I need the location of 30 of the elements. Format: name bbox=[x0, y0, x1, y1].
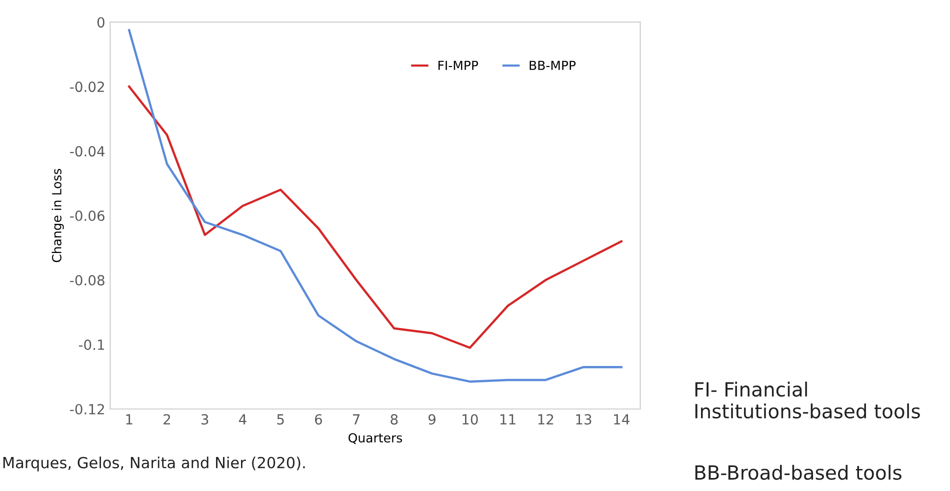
x-tick-label: 10 bbox=[462, 414, 478, 425]
x-tick-label: 8 bbox=[390, 414, 398, 425]
x-tick-label: 2 bbox=[164, 414, 170, 424]
y-tick-label: -0.1 bbox=[78, 339, 104, 350]
y-axis-title: Change in Loss bbox=[52, 168, 64, 262]
legend-label: FI-MPP bbox=[438, 60, 478, 70]
y-tick-label: -0.08 bbox=[70, 275, 104, 286]
y-tick-label: -0.04 bbox=[70, 146, 105, 157]
x-axis-title: Quarters bbox=[348, 433, 402, 444]
x-tick-label: 3 bbox=[202, 414, 208, 425]
x-tick-label: 12 bbox=[538, 414, 554, 424]
legend-label: BB-MPP bbox=[530, 60, 576, 70]
text: FI- Financial Institutions-based tools bbox=[695, 382, 920, 418]
x-tick-label: 4 bbox=[238, 414, 246, 424]
line-series bbox=[128, 85, 622, 349]
y-tick-label: 0 bbox=[97, 17, 104, 28]
y-tick-label: -0.12 bbox=[70, 404, 104, 414]
text: Marques, Gelos, Narita and Nier (2020). bbox=[3, 456, 305, 472]
x-tick-label: 7 bbox=[353, 414, 360, 424]
x-tick-label: 6 bbox=[315, 414, 322, 425]
x-tick-label: 5 bbox=[277, 414, 284, 425]
y-tick-label: -0.02 bbox=[70, 82, 104, 92]
x-tick-label: 9 bbox=[428, 414, 436, 425]
x-tick-label: 1 bbox=[126, 414, 132, 424]
x-tick-label: 14 bbox=[614, 414, 630, 424]
text: BB-Broad-based tools bbox=[695, 464, 902, 480]
x-tick-label: 11 bbox=[500, 414, 516, 424]
y-tick-label: -0.06 bbox=[70, 210, 104, 222]
x-tick-label: 13 bbox=[576, 414, 592, 425]
line-series bbox=[128, 29, 622, 383]
